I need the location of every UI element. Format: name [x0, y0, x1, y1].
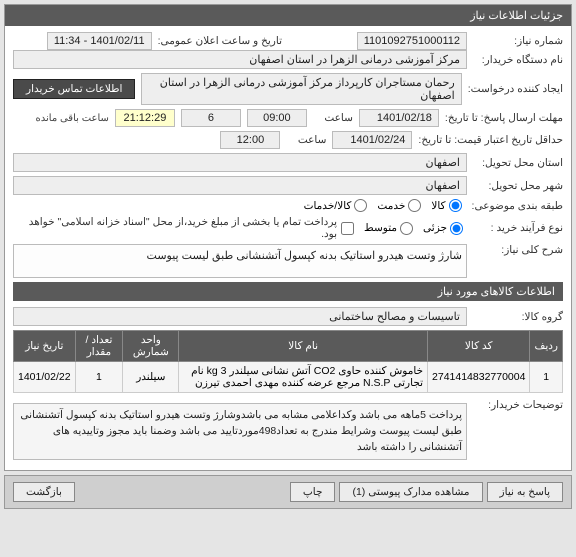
- items-table: ردیف کد کالا نام کالا واحد شمارش تعداد /…: [13, 330, 563, 393]
- remaining-time: 21:12:29: [115, 109, 175, 127]
- req-no-value: 1101092751000112: [357, 32, 467, 50]
- cell-qty: 1: [75, 362, 123, 393]
- cell-date: 1401/02/22: [14, 362, 76, 393]
- deadline-send-time: 09:00: [247, 109, 307, 127]
- radio-kala[interactable]: [449, 199, 462, 212]
- desc-text: پرداخت 5ماهه می باشد وکداعلامی مشابه می …: [13, 403, 467, 460]
- back-button[interactable]: بازگشت: [13, 482, 75, 502]
- payment-note: پرداخت تمام یا بخشی از مبلغ خرید،از محل …: [13, 216, 337, 240]
- col-date: تاریخ نیاز: [14, 331, 76, 362]
- city-label: استان محل تحویل:: [473, 157, 563, 169]
- cell-unit: سیلندر: [123, 362, 179, 393]
- col-code: کد کالا: [428, 331, 530, 362]
- deadline-send-date: 1401/02/18: [359, 109, 439, 127]
- purchase-type-label: نوع فرآیند خرید :: [473, 222, 563, 234]
- deadline-send-label: مهلت ارسال پاسخ: تا تاریخ:: [445, 112, 563, 124]
- remaining-days: 6: [181, 109, 241, 127]
- col-row: ردیف: [530, 331, 563, 362]
- creator-label: ایجاد کننده درخواست:: [468, 83, 563, 95]
- city-value: اصفهان: [13, 153, 467, 172]
- announce-label: تاریخ و ساعت اعلان عمومی:: [158, 35, 282, 47]
- radio-kala-label: کالا: [431, 200, 445, 212]
- cell-code: 2741414832770004: [428, 362, 530, 393]
- footer-bar: پاسخ به نیاز مشاهده مدارک پیوستی (1) چاپ…: [4, 475, 572, 509]
- buyer-label: نام دستگاه خریدار:: [473, 54, 563, 66]
- col-unit: واحد شمارش: [123, 331, 179, 362]
- radio-khadamat[interactable]: [408, 199, 421, 212]
- town-label: شهر محل تحویل:: [473, 180, 563, 192]
- radio-kala-khadamat-label: کالا/خدمات: [304, 200, 352, 212]
- radio-partial[interactable]: [450, 222, 463, 235]
- time-label-1: ساعت: [313, 112, 353, 124]
- table-row[interactable]: 1 2741414832770004 خاموش کننده حاوی CO2 …: [14, 362, 563, 393]
- category-label: طبقه بندی موضوعی:: [472, 200, 563, 212]
- radio-khadamat-label: خدمت: [377, 200, 405, 212]
- announce-value: 1401/02/11 - 11:34: [47, 32, 152, 50]
- desc-label: توضیحات خریدار:: [473, 399, 563, 411]
- validity-date: 1401/02/24: [332, 131, 412, 149]
- summary-text: [13, 244, 467, 278]
- creator-value: رحمان مستاجران کارپرداز مرکز آموزشی درما…: [141, 73, 461, 105]
- panel-title: جزئیات اطلاعات نیاز: [5, 5, 571, 26]
- validity-time: 12:00: [220, 131, 280, 149]
- col-name: نام کالا: [179, 331, 428, 362]
- reply-button[interactable]: پاسخ به نیاز: [487, 482, 563, 502]
- summary-label: شرح کلی نیاز:: [473, 244, 563, 256]
- req-no-label: شماره نیاز:: [473, 35, 563, 47]
- cell-row: 1: [530, 362, 563, 393]
- radio-medium-label: متوسط: [364, 222, 397, 234]
- group-label: گروه کالا:: [473, 311, 563, 323]
- buyer-value: مرکز آموزشی درمانی الزهرا در استان اصفها…: [13, 50, 467, 69]
- radio-partial-label: جزئی: [423, 222, 447, 234]
- items-section-title: اطلاعات کالاهای مورد نیاز: [13, 282, 563, 301]
- radio-medium[interactable]: [400, 222, 413, 235]
- col-qty: تعداد / مقدار: [75, 331, 123, 362]
- radio-kala-khadamat[interactable]: [354, 199, 367, 212]
- attachments-button[interactable]: مشاهده مدارک پیوستی (1): [339, 482, 482, 502]
- time-label-2: ساعت: [286, 134, 326, 146]
- cell-name: خاموش کننده حاوی CO2 آتش نشانی سیلندر 3 …: [179, 362, 428, 393]
- print-button[interactable]: چاپ: [290, 482, 336, 502]
- payment-checkbox[interactable]: [341, 222, 354, 235]
- town-value: اصفهان: [13, 176, 467, 195]
- validity-label: حداقل تاریخ اعتبار قیمت: تا تاریخ:: [418, 134, 563, 146]
- buyer-contact-button[interactable]: اطلاعات تماس خریدار: [13, 79, 135, 99]
- remaining-text: ساعت باقی مانده: [36, 113, 109, 124]
- group-value: تاسیسات و مصالح ساختمانی: [13, 307, 467, 326]
